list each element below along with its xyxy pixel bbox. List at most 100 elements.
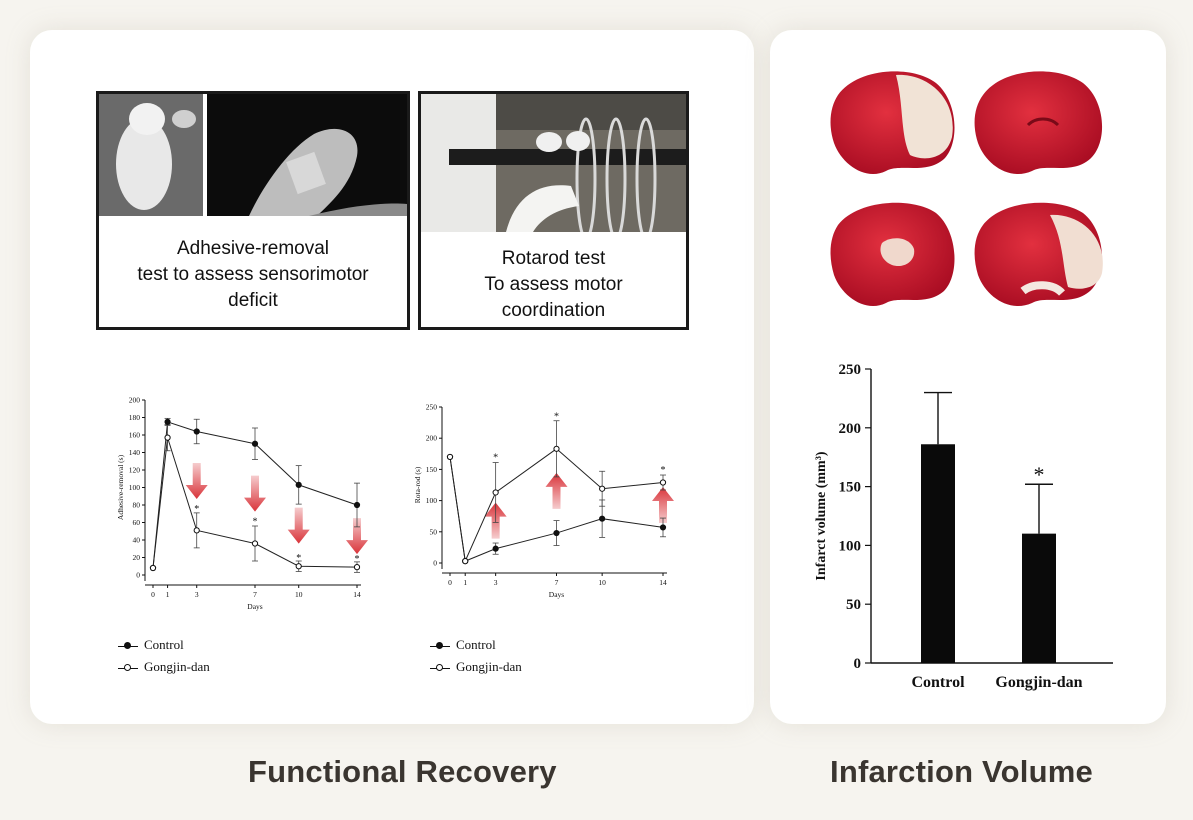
y-tick-label: 200 [839, 421, 862, 437]
rotarod-text-line-3: coordination [501, 300, 606, 321]
legend-control: Control [118, 637, 210, 653]
arrow-down-icon [185, 462, 208, 499]
y-tick-label: 150 [426, 465, 438, 474]
data-point [353, 564, 361, 571]
significance-mark: * [1034, 462, 1045, 487]
data-point [599, 485, 606, 492]
data-point [251, 440, 259, 447]
x-tick-label: 14 [659, 578, 667, 587]
y-axis-label: Infarct volume (mm³) [814, 451, 829, 580]
y-tick-label: 100 [426, 496, 438, 505]
x-tick-label: 1 [166, 590, 170, 599]
y-tick-label: 40 [133, 536, 141, 545]
series-line [152, 437, 358, 569]
x-tick-label: 7 [253, 590, 257, 599]
x-tick-label: 14 [353, 590, 361, 599]
data-point [353, 501, 361, 509]
x-tick-label: 10 [598, 578, 606, 587]
y-tick-label: 60 [133, 518, 141, 527]
y-tick-label: 0 [136, 571, 140, 580]
y-tick-label: 120 [129, 466, 141, 475]
x-tick-label: 0 [151, 590, 155, 599]
significance-mark: * [554, 411, 559, 422]
y-tick-label: 150 [839, 480, 862, 496]
adhesive-text-line-2: test to assess sensorimotor [137, 264, 369, 285]
data-point [164, 418, 171, 425]
x-tick-label: 1 [463, 578, 467, 587]
significance-mark: * [296, 553, 301, 564]
adhesive-text-line-1: Adhesive-removal [176, 238, 330, 259]
y-axis-label: Rota-rod (s) [413, 466, 422, 503]
legend-control-label: Control [456, 637, 496, 652]
x-tick-label: Control [911, 674, 965, 691]
x-tick-label: 3 [195, 590, 199, 599]
legend-gongjin-dan: Gongjin-dan [430, 659, 522, 675]
arrow-down-icon [244, 475, 266, 512]
legend-gongjin-dan-label: Gongjin-dan [144, 659, 210, 674]
brain-slice-3 [830, 202, 955, 307]
y-axis-label: Adhesive-removal (s) [116, 454, 125, 520]
y-tick-label: 250 [839, 362, 862, 378]
adhesive-legend: Control Gongjin-dan [118, 637, 210, 675]
data-point [164, 434, 171, 441]
brain-slice-4 [974, 202, 1103, 307]
arrow-down-icon [346, 518, 368, 555]
brain-slice-1 [830, 71, 955, 175]
adhesive-removal-photo-box: Adhesive-removal test to assess sensorim… [96, 91, 410, 330]
y-tick-label: 80 [133, 501, 141, 510]
x-tick-label: 10 [295, 590, 303, 599]
bar [1022, 533, 1056, 663]
y-tick-label: 160 [129, 431, 141, 440]
y-tick-label: 180 [129, 413, 141, 422]
arrow-up-icon [545, 472, 568, 509]
infarct-volume-chart: 0 50 100 150 200 250 Infarct volume (mm³) Contr… [814, 362, 1113, 691]
x-axis-label: Days [549, 590, 564, 599]
data-point [193, 527, 200, 534]
data-point [462, 558, 469, 565]
x-tick-label: 7 [555, 578, 559, 587]
significance-mark: * [493, 453, 498, 464]
y-tick-label: 100 [129, 483, 141, 492]
data-point [251, 540, 259, 547]
data-point [446, 453, 454, 461]
legend-control-label: Control [144, 637, 184, 652]
legend-gongjin-dan: Gongjin-dan [118, 659, 210, 675]
arrow-down-icon [287, 507, 310, 544]
legend-gongjin-dan-label: Gongjin-dan [456, 659, 522, 674]
y-tick-label: 20 [133, 553, 141, 562]
y-tick-label: 250 [426, 403, 438, 412]
adhesive-removal-chart: 0 20 40 60 80 100 120 140 160 180 200 0 1 3 7 10 14 Days A… [116, 396, 368, 611]
x-tick-label: Gongjin-dan [995, 674, 1082, 691]
data-point [492, 489, 499, 496]
y-tick-label: 50 [430, 527, 438, 536]
brain-slice-2 [974, 71, 1103, 175]
rotarod-text-line-2: To assess motor [484, 274, 623, 295]
y-tick-label: 200 [129, 396, 141, 405]
x-tick-label: 0 [448, 578, 452, 587]
data-point [599, 515, 606, 522]
x-tick-label: 3 [494, 578, 498, 587]
rotarod-legend: Control Gongjin-dan [430, 637, 522, 675]
bar [921, 444, 955, 663]
data-point [553, 529, 560, 537]
y-tick-label: 0 [854, 656, 862, 672]
infarction-volume-caption: Infarction Volume [830, 754, 1093, 789]
significance-mark: * [253, 516, 258, 527]
functional-recovery-caption: Functional Recovery [248, 754, 557, 789]
rotarod-chart: 0 50 100 150 200 250 0 1 3 7 10 14 Days Rota-rod (s) *… [413, 403, 674, 599]
y-tick-label: 140 [129, 448, 141, 457]
adhesive-text-line-3: deficit [228, 290, 278, 311]
arrow-up-icon [652, 486, 674, 523]
y-tick-label: 200 [426, 434, 438, 443]
data-point [659, 524, 667, 531]
y-tick-label: 100 [839, 538, 862, 554]
significance-mark: * [355, 554, 360, 565]
data-point [193, 428, 200, 435]
adhesive-removal-photo [99, 94, 407, 216]
data-point [295, 481, 302, 488]
significance-mark: * [194, 504, 199, 515]
x-axis-label: Days [247, 602, 262, 611]
data-point [553, 445, 560, 452]
rotarod-photo-box: Rotarod test To assess motor coordinatio… [418, 91, 689, 330]
data-point [659, 479, 667, 486]
